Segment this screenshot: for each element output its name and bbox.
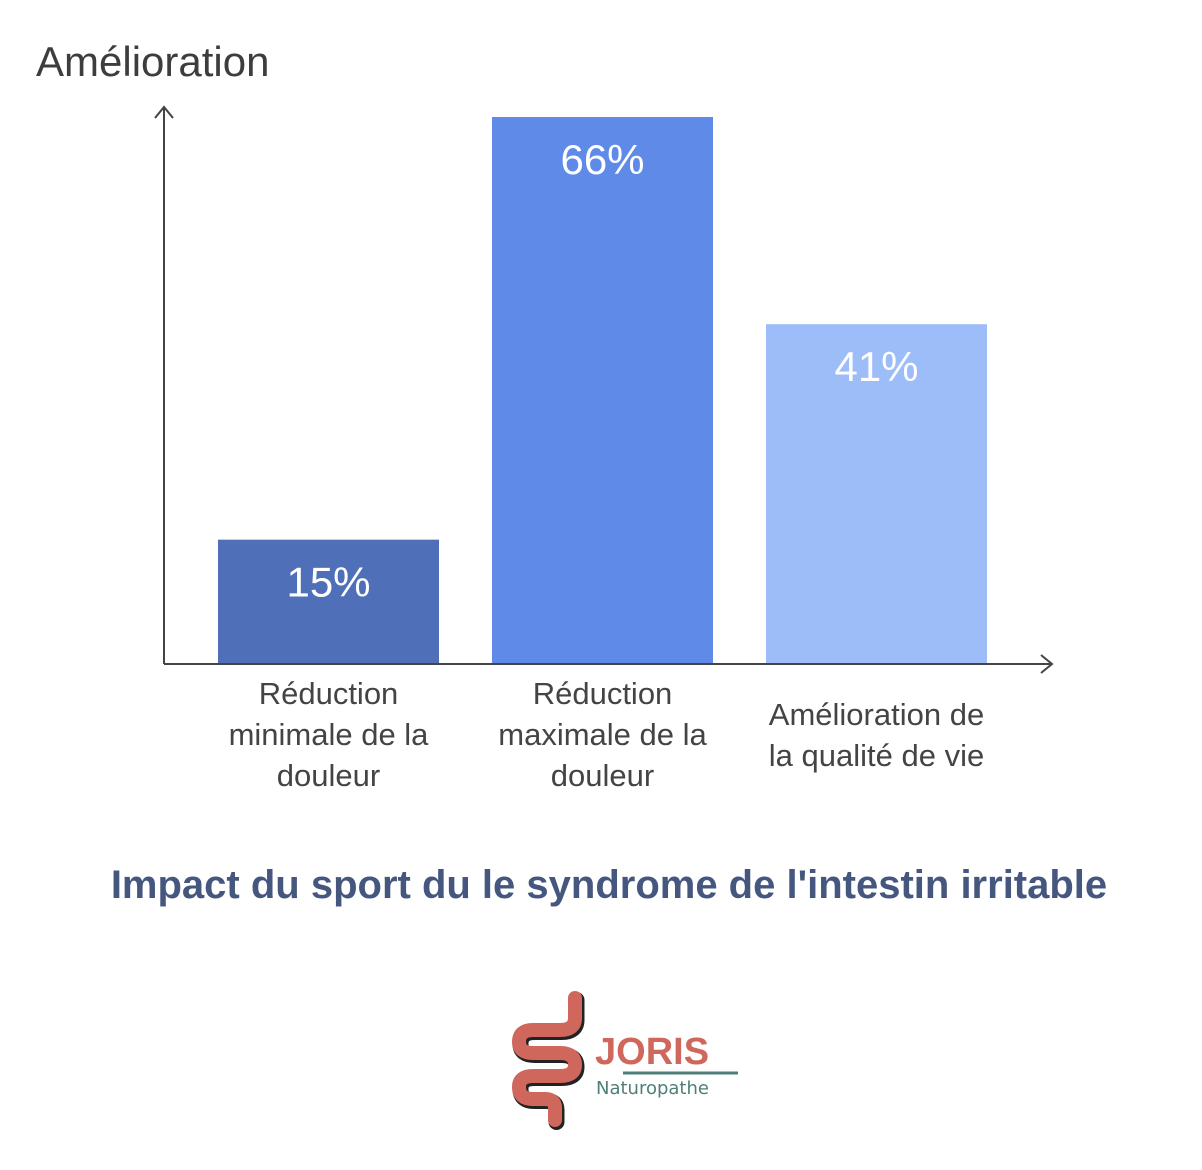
y-axis-arrow: [154, 105, 174, 119]
svg-text:Naturopathe: Naturopathe: [596, 1078, 709, 1099]
category-label-line: Amélioration de: [768, 697, 985, 732]
x-axis-arrow: [1040, 654, 1054, 674]
category-label: Réduction minimale de la douleur: [199, 673, 459, 796]
category-label-line: la qualité de vie: [768, 738, 985, 773]
joris-naturopathe-logo: JORIS Naturopathe: [511, 991, 738, 1130]
category-label: Amélioration de la qualité de vie: [747, 694, 1007, 776]
category-label: Réduction maximale de la douleur: [473, 673, 733, 796]
data-label: 41%: [834, 343, 918, 390]
category-label-line: douleur: [550, 758, 655, 793]
category-label-line: douleur: [276, 758, 381, 793]
data-label: 15%: [286, 559, 370, 606]
category-label-line: Réduction: [532, 676, 673, 711]
bar-1: [218, 539, 439, 664]
svg-text:JORIS: JORIS: [595, 1031, 709, 1073]
category-label-line: Réduction: [258, 676, 399, 711]
bar-2: [492, 117, 713, 664]
bar-3: [766, 324, 987, 664]
data-label: 66%: [560, 136, 644, 183]
chart-title: Impact du sport du le syndrome de l'inte…: [110, 863, 1108, 907]
y-axis-label: Amélioration: [36, 38, 270, 85]
bar-chart: 15% 66% 41%: [154, 105, 1054, 674]
category-label-line: minimale de la: [228, 717, 429, 752]
category-label-line: maximale de la: [498, 717, 707, 752]
